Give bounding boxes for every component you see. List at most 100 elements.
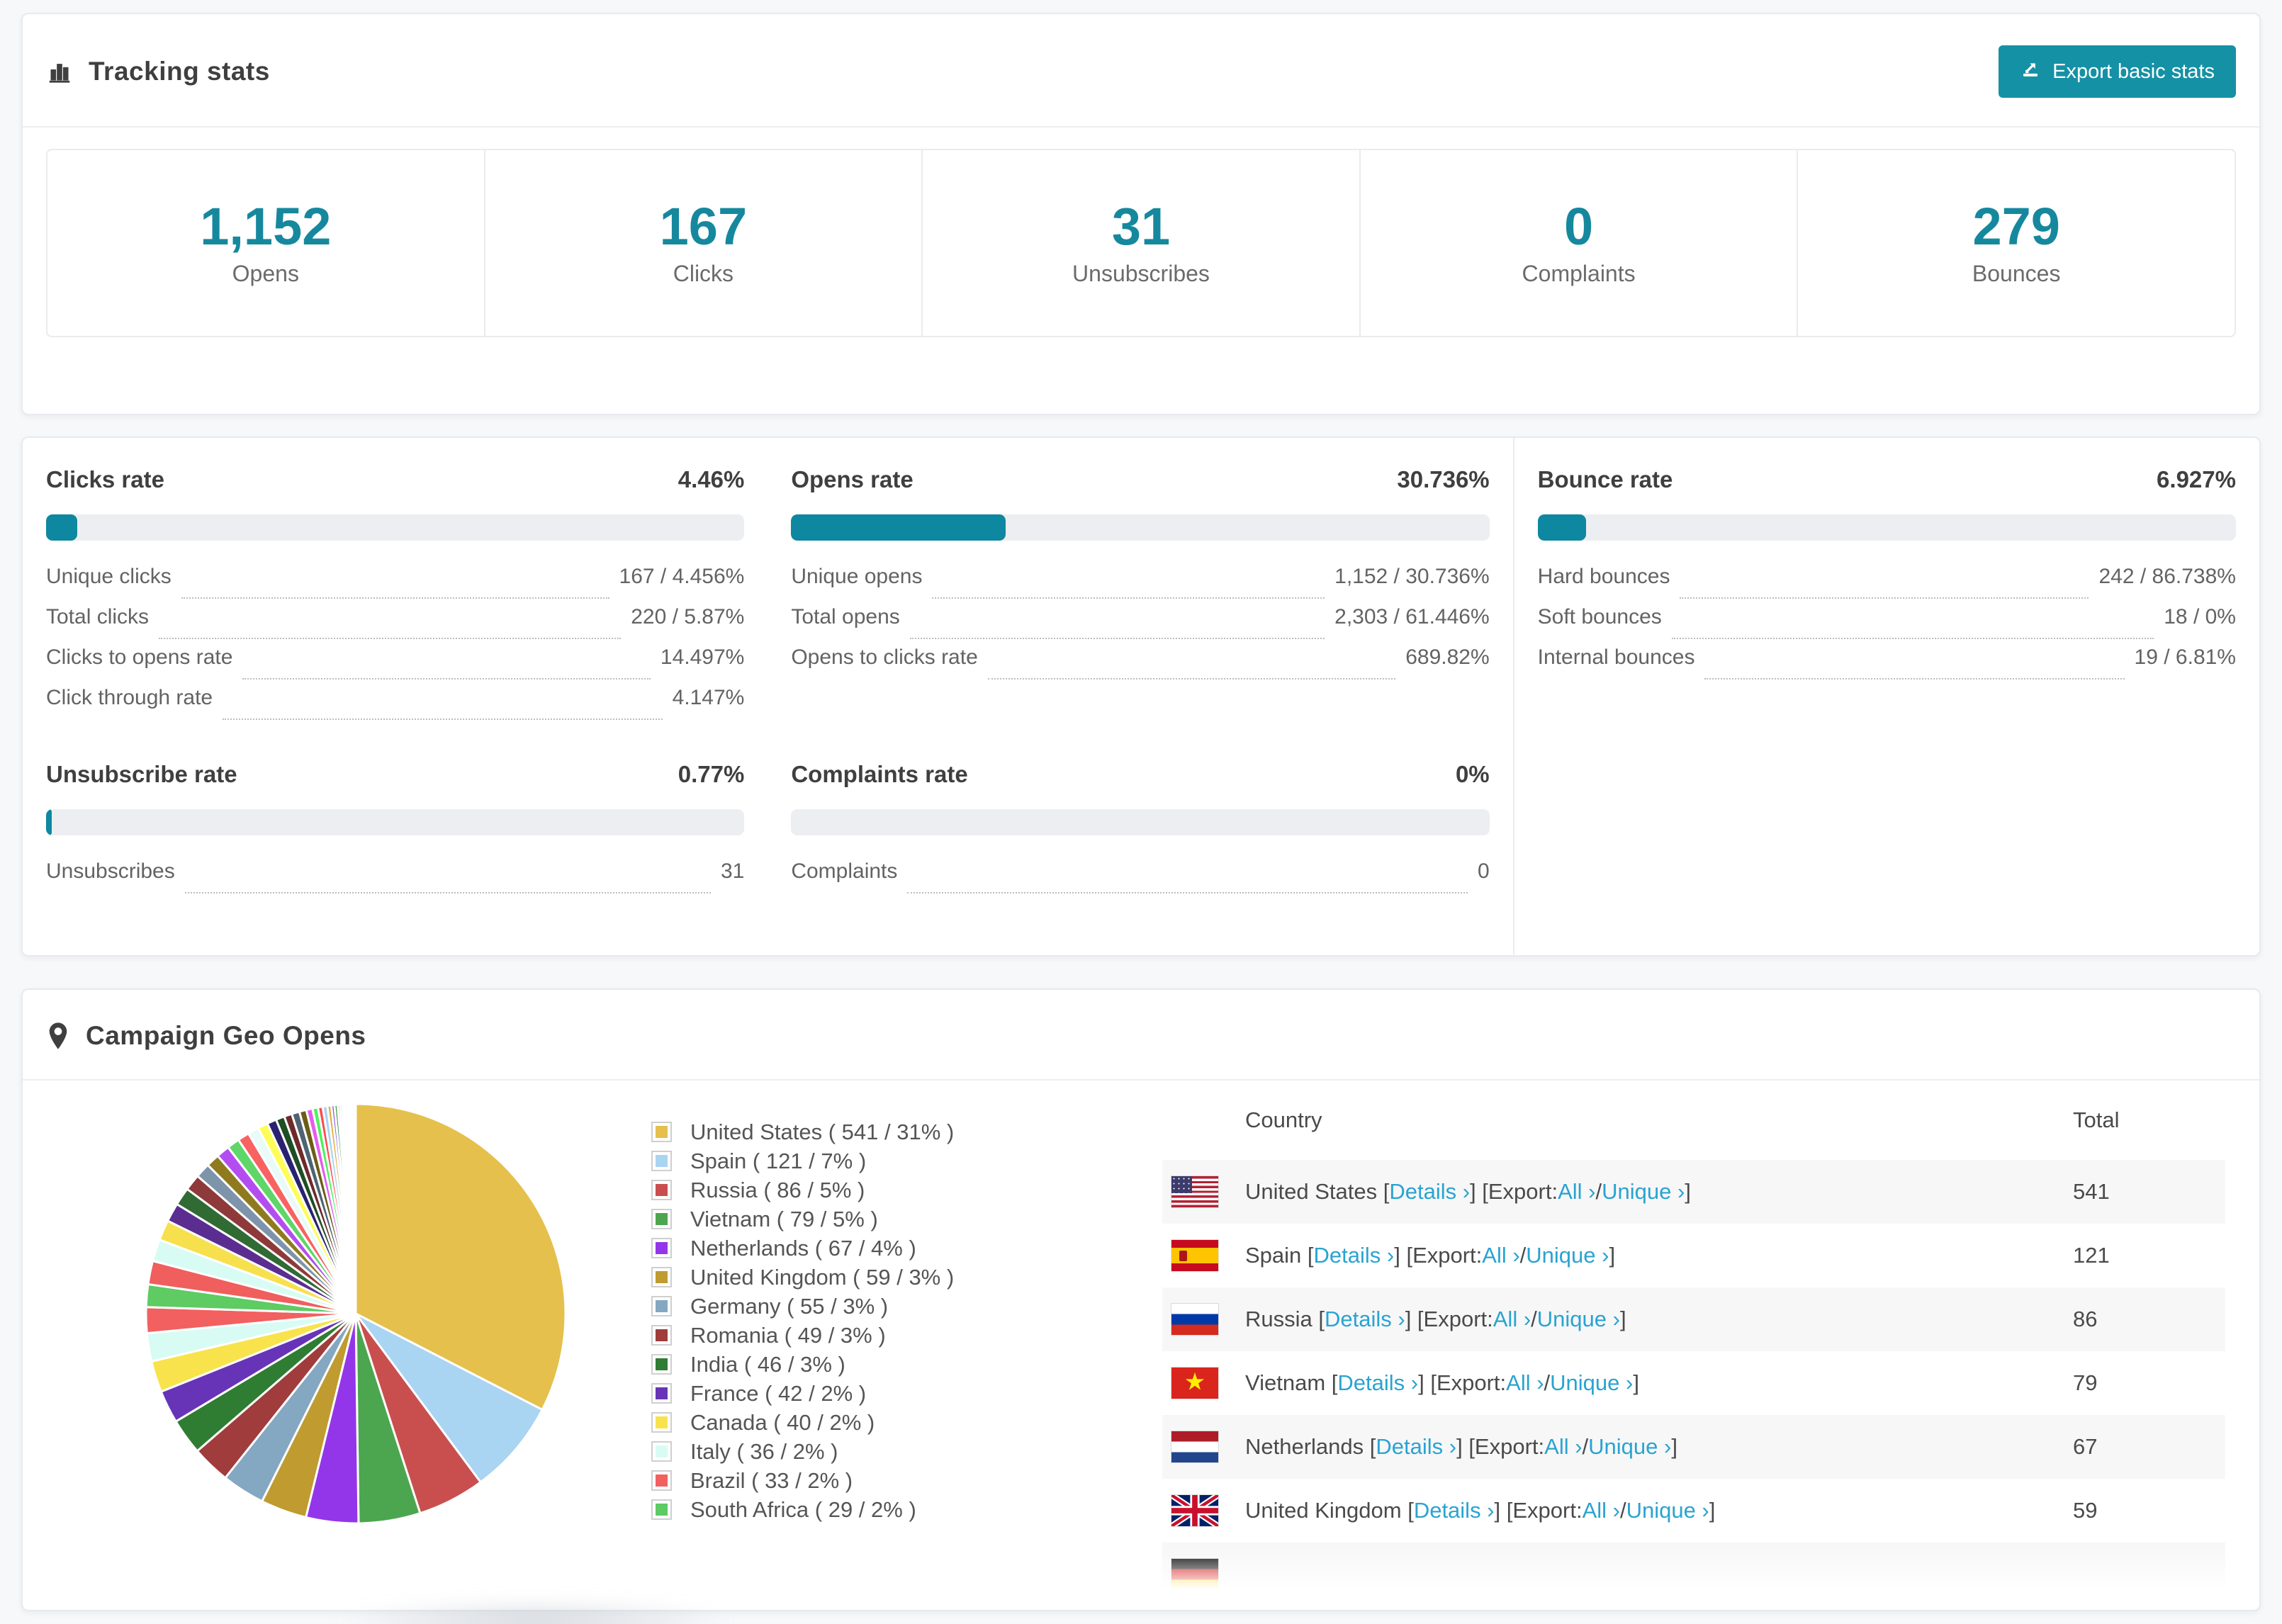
table-link[interactable]: All › (1544, 1434, 1583, 1459)
geo-header: Campaign Geo Opens (23, 990, 2259, 1081)
rates-card: Clicks rate 4.46% Unique clicks 167 / 4.4… (21, 436, 2261, 957)
stat-line: Unique clicks 167 / 4.456% (46, 565, 744, 605)
table-text: [ (1301, 1243, 1314, 1268)
country-name: Spain (1245, 1243, 1302, 1268)
table-link[interactable]: Details › (1389, 1179, 1471, 1204)
table-link[interactable]: Details › (1337, 1370, 1419, 1395)
country-total: 541 (2073, 1179, 2110, 1204)
legend-item[interactable]: United States ( 541 / 31% ) (651, 1117, 954, 1146)
stat-line: Clicks to opens rate 14.497% (46, 645, 744, 686)
stat-opens-value: 1,152 (200, 196, 332, 256)
stat-unsubscribes-value: 31 (1111, 196, 1171, 256)
table-row: Vietnam [Details ›] [Export: All › / Uni… (1162, 1351, 2225, 1415)
legend-swatch (651, 1238, 672, 1258)
stat-line: Unsubscribes 31 (46, 859, 744, 900)
table-text: [ (1364, 1434, 1376, 1459)
pie-slice (354, 1103, 357, 1315)
opens-rate-column: Opens rate 30.736% Unique opens 1,152 / 3… (768, 438, 1512, 955)
legend-item[interactable]: Brazil ( 33 / 2% ) (651, 1466, 954, 1495)
table-link[interactable]: All › (1493, 1307, 1531, 1331)
legend-item[interactable]: Netherlands ( 67 / 4% ) (651, 1234, 954, 1263)
legend-swatch (651, 1325, 672, 1346)
nl-flag-icon (1171, 1431, 1218, 1462)
table-link[interactable]: Details › (1313, 1243, 1395, 1268)
tracking-stats-title: Tracking stats (46, 57, 270, 86)
table-text: / (1619, 1498, 1626, 1523)
table-text: ] (1685, 1179, 1691, 1204)
table-link[interactable]: All › (1558, 1179, 1596, 1204)
country-total: 59 (2073, 1498, 2098, 1523)
legend-item[interactable]: Canada ( 40 / 2% ) (651, 1408, 954, 1437)
table-text: / (1544, 1370, 1551, 1395)
stat-line: Unique opens 1,152 / 30.736% (791, 565, 1490, 605)
table-link[interactable]: Unique › (1526, 1243, 1609, 1268)
table-link[interactable]: Unique › (1602, 1179, 1685, 1204)
table-text: ] (1609, 1243, 1616, 1268)
export-basic-stats-button[interactable]: Export basic stats (1999, 45, 2236, 98)
stat-line: Hard bounces 242 / 86.738% (1538, 565, 2236, 605)
legend-label: Russia ( 86 / 5% ) (690, 1177, 865, 1202)
legend-swatch (651, 1354, 672, 1375)
legend-item[interactable]: Romania ( 49 / 3% ) (651, 1321, 954, 1350)
bounce-rate-section: Bounce rate 6.927% Hard bounces 242 / 86.… (1537, 466, 2236, 761)
legend-label: Spain ( 121 / 7% ) (690, 1148, 867, 1173)
clicks-rate-column: Clicks rate 4.46% Unique clicks 167 / 4.4… (23, 438, 768, 955)
table-link[interactable]: Unique › (1550, 1370, 1634, 1395)
country-name: Russia (1245, 1307, 1313, 1331)
complaints-rate-value: 0% (1455, 761, 1490, 787)
de-flag-icon (1171, 1559, 1218, 1590)
tracking-stats-header: Tracking stats Export basic stats (23, 14, 2259, 128)
table-link[interactable]: Details › (1376, 1434, 1457, 1459)
legend-swatch (651, 1412, 672, 1433)
table-link[interactable]: Unique › (1588, 1434, 1672, 1459)
legend-label: Italy ( 36 / 2% ) (690, 1438, 838, 1464)
tracking-stats-title-text: Tracking stats (89, 57, 270, 86)
stat-line: Total opens 2,303 / 61.446% (791, 605, 1490, 645)
table-text: ] [Export: (1494, 1498, 1583, 1523)
unsubscribe-rate-value: 0.77% (678, 761, 745, 787)
stat-complaints-value: 0 (1564, 196, 1594, 256)
clicks-rate-section: Clicks rate 4.46% Unique clicks 167 / 4.4… (46, 466, 745, 761)
opens-rate-value: 30.736% (1397, 466, 1490, 492)
stat-line: Total clicks 220 / 5.87% (46, 605, 744, 645)
legend-item[interactable]: United Kingdom ( 59 / 3% ) (651, 1263, 954, 1292)
table-text: ] (1633, 1370, 1639, 1395)
complaints-rate-section: Complaints rate 0% Complaints 0 (791, 761, 1490, 900)
table-header-row: Country Total (1162, 1081, 2225, 1160)
ru-flag-icon (1171, 1304, 1218, 1335)
table-text: / (1582, 1434, 1589, 1459)
table-link[interactable]: Unique › (1626, 1498, 1709, 1523)
legend-item[interactable]: Russia ( 86 / 5% ) (651, 1175, 954, 1205)
legend-item[interactable]: Italy ( 36 / 2% ) (651, 1437, 954, 1466)
legend-item[interactable]: India ( 46 / 3% ) (651, 1350, 954, 1379)
table-link[interactable]: All › (1582, 1498, 1620, 1523)
table-text: [ (1312, 1307, 1325, 1331)
table-link[interactable]: Details › (1413, 1498, 1495, 1523)
table-row: Spain [Details ›] [Export: All › / Uniqu… (1162, 1224, 2225, 1287)
legend-swatch (651, 1383, 672, 1404)
clicks-rate-value: 4.46% (678, 466, 745, 492)
table-text: / (1595, 1179, 1602, 1204)
table-text: ] [Export: (1470, 1179, 1558, 1204)
legend-label: Canada ( 40 / 2% ) (690, 1409, 875, 1435)
legend-item[interactable]: Germany ( 55 / 3% ) (651, 1292, 954, 1321)
legend-swatch (651, 1151, 672, 1171)
legend-item[interactable]: France ( 42 / 2% ) (651, 1379, 954, 1408)
country-name: United Kingdom (1245, 1498, 1402, 1523)
table-link[interactable]: All › (1482, 1243, 1520, 1268)
table-link[interactable]: Unique › (1536, 1307, 1620, 1331)
bounce-rate-value: 6.927% (2157, 466, 2236, 492)
legend-item[interactable]: South Africa ( 29 / 2% ) (651, 1495, 954, 1524)
legend-item[interactable]: Spain ( 121 / 7% ) (651, 1146, 954, 1175)
table-link[interactable]: Details › (1325, 1307, 1405, 1331)
country-name: Netherlands (1245, 1434, 1364, 1459)
stat-unsubscribes-label: Unsubscribes (1072, 261, 1210, 287)
pie-slice (354, 1103, 567, 1411)
opens-rate-title: Opens rate (791, 466, 914, 492)
legend-item[interactable]: Vietnam ( 79 / 5% ) (651, 1205, 954, 1234)
us-flag-icon (1171, 1176, 1218, 1207)
stat-bounces-label: Bounces (1972, 261, 2061, 287)
table-link[interactable]: All › (1506, 1370, 1544, 1395)
map-pin-icon (46, 1022, 70, 1050)
legend-label: Germany ( 55 / 3% ) (690, 1293, 889, 1319)
